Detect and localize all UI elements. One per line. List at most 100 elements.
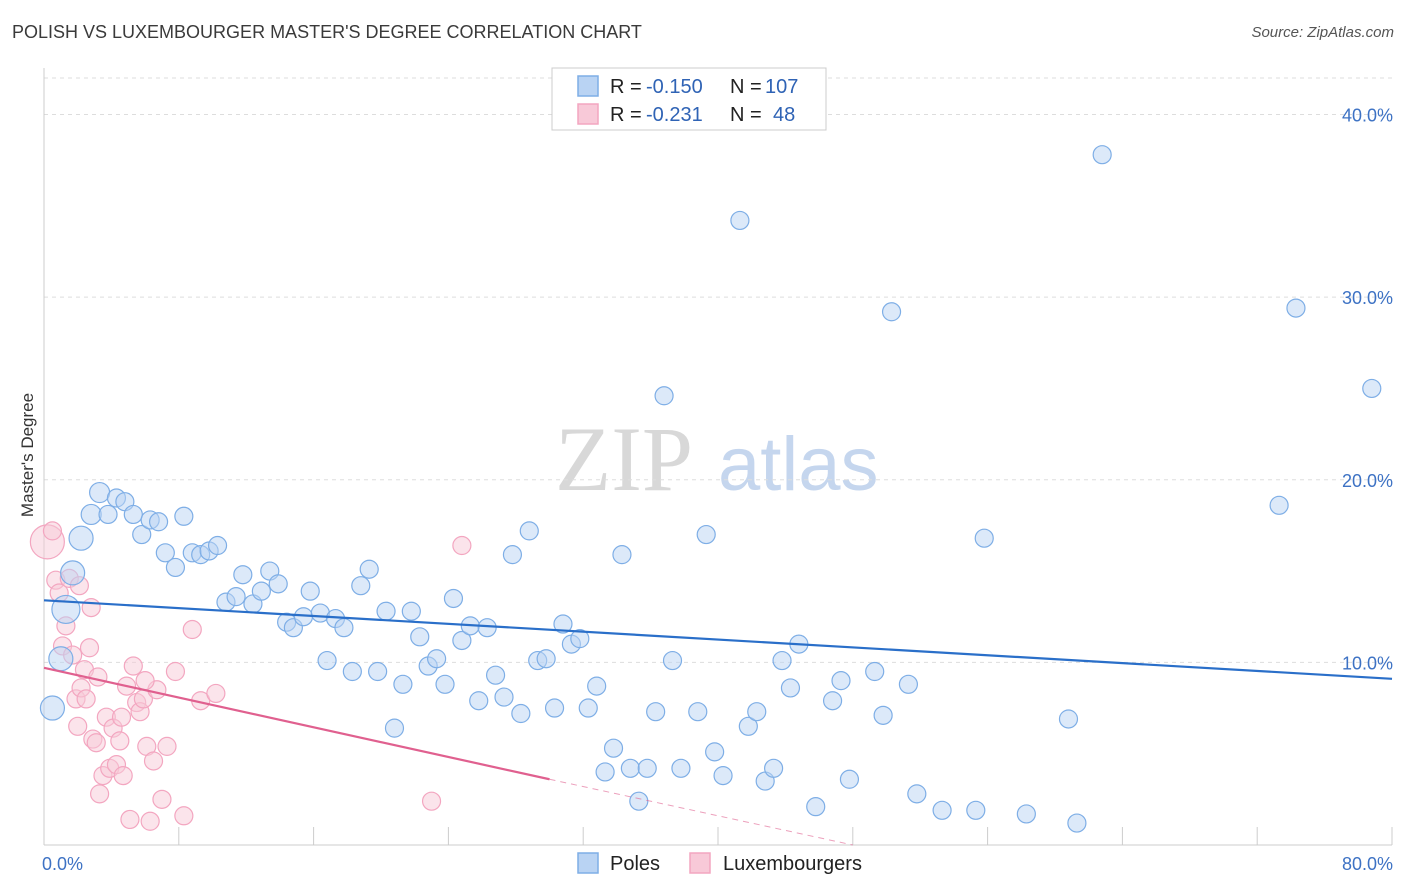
poles-point-31 (300, 581, 320, 601)
poles-point-64 (578, 698, 598, 718)
poles-point-81 (738, 716, 758, 736)
poles-point-39 (368, 661, 388, 682)
poles-point-91 (839, 769, 860, 789)
poles-point-43 (401, 601, 421, 621)
poles-point-11 (132, 524, 152, 545)
poles-point-59 (536, 649, 556, 669)
poles-point-7 (98, 504, 118, 525)
legend-lux-r-value: -0.231 (646, 104, 703, 126)
poles-point-10 (123, 504, 143, 525)
luxembourgers-point-45 (135, 671, 155, 691)
poles-point-84 (764, 758, 784, 778)
poles-point-100 (1016, 804, 1036, 824)
poles-point-20 (207, 535, 228, 556)
y-tick-label-0: 10.0% (1342, 653, 1393, 673)
poles-point-13 (148, 512, 169, 532)
luxembourgers-point-35 (152, 789, 172, 809)
luxembourgers-point-17 (90, 784, 110, 804)
poles-point-4 (68, 525, 94, 551)
poles-point-80 (730, 210, 750, 231)
luxembourgers-point-14 (81, 597, 101, 618)
luxembourgers-point-38 (174, 806, 194, 826)
poles-point-78 (705, 742, 725, 762)
poles-point-77 (696, 524, 716, 545)
poles-point-5 (80, 503, 102, 526)
poles-point-71 (637, 758, 657, 778)
poles-point-47 (435, 674, 455, 694)
poles-point-61 (553, 614, 573, 634)
luxembourgers-point-26 (120, 809, 140, 830)
poles-point-79 (713, 766, 733, 786)
poles-point-51 (469, 691, 489, 711)
poles-point-54 (494, 687, 514, 707)
poles-point-102 (1067, 813, 1087, 833)
legend-lux-n-value: 48 (773, 104, 795, 126)
poles-point-52 (477, 618, 497, 638)
poles-point-36 (342, 661, 362, 682)
source-label: Source: ZipAtlas.com (1251, 24, 1394, 41)
poles-point-49 (452, 630, 472, 651)
poles-point-57 (519, 521, 539, 541)
poles-point-44 (410, 627, 430, 647)
poles-point-68 (612, 545, 632, 565)
luxembourgers-trend-line (43, 666, 550, 781)
poles-point-63 (570, 629, 590, 649)
luxembourgers-point-33 (143, 751, 164, 771)
y-axis-label: Master's Degree (18, 393, 37, 517)
poles-point-41 (384, 718, 405, 738)
luxembourgers-point-47 (111, 707, 132, 727)
poles-point-70 (629, 791, 649, 811)
poles-point-93 (873, 705, 893, 725)
luxembourgers-point-13 (79, 638, 100, 658)
poles-point-92 (865, 661, 885, 682)
watermark-atlas: atlas (718, 422, 879, 507)
poles-point-75 (671, 758, 691, 778)
luxembourgers-point-41 (206, 683, 226, 704)
legend-lux-n-label: N = (730, 104, 762, 126)
poles-point-14 (155, 543, 175, 563)
bottom-legend-poles: Poles (610, 853, 660, 875)
poles-point-1 (48, 646, 74, 672)
legend-poles-swatch (577, 75, 599, 97)
poles-point-42 (393, 674, 413, 694)
trend-lines (43, 599, 1393, 846)
poles-point-104 (1269, 495, 1289, 515)
poles-point-25 (251, 581, 271, 601)
poles-point-88 (806, 797, 826, 817)
luxembourgers-point-44 (88, 667, 108, 687)
poles-point-85 (772, 650, 792, 671)
legend-poles-n-label: N = (730, 76, 762, 98)
poles-point-60 (544, 698, 565, 718)
poles-point-56 (511, 703, 531, 724)
bottom-legend-poles-swatch (577, 852, 599, 874)
luxembourgers-point-36 (157, 736, 177, 756)
poles-point-46 (427, 649, 447, 669)
y-tick-labels: 10.0% 20.0% 30.0% 40.0% (1342, 106, 1393, 674)
poles-point-96 (907, 784, 927, 804)
legend-poles-n-value: 107 (765, 76, 798, 98)
luxembourgers-trend-extension (549, 778, 853, 846)
x-tick-left: 0.0% (42, 854, 83, 874)
legend-poles-r-value: -0.150 (646, 76, 703, 98)
poles-point-106 (1362, 378, 1382, 399)
luxembourgers-point-23 (110, 731, 130, 751)
poles-point-98 (966, 800, 986, 820)
bottom-legend-lux-swatch (689, 852, 711, 874)
poles-point-95 (898, 674, 919, 694)
poles-point-66 (595, 762, 615, 782)
luxembourgers-point-32 (140, 811, 160, 831)
poles-point-3 (60, 560, 86, 586)
poles-point-76 (688, 702, 708, 722)
poles-point-2 (51, 594, 81, 625)
poles-point-35 (334, 618, 354, 638)
poles-point-101 (1058, 709, 1079, 729)
poles-point-86 (780, 678, 801, 698)
luxembourgers-point-46 (68, 716, 88, 736)
legend-lux-r-label: R = (610, 104, 642, 126)
legend-poles-r-label: R = (610, 76, 642, 98)
poles-point-89 (822, 691, 843, 711)
poles-point-97 (932, 800, 952, 820)
poles-point-82 (747, 702, 767, 722)
poles-point-22 (226, 587, 246, 607)
